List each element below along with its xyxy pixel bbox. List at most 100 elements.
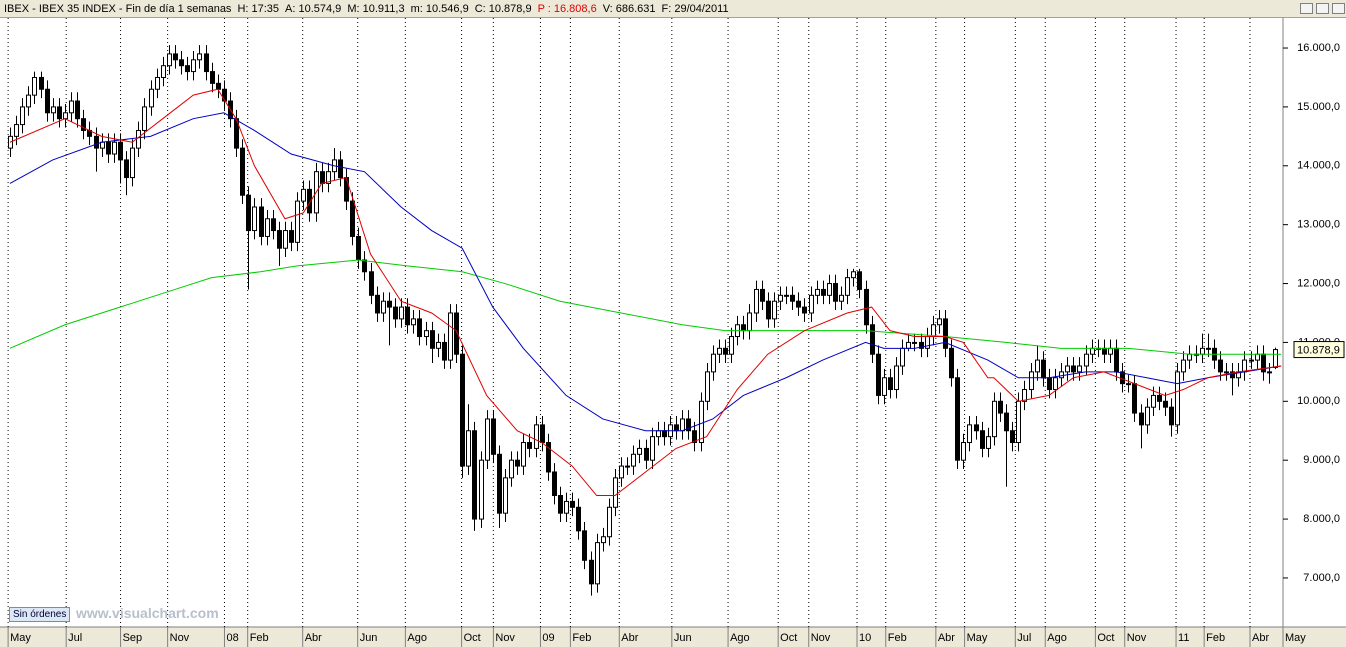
watermark: www.visualchart.com: [76, 605, 219, 621]
candle-body: [204, 53, 209, 73]
maximize-button[interactable]: [1316, 3, 1329, 14]
candle-body: [271, 218, 276, 232]
y-tick-label: 10.000,0: [1297, 395, 1340, 407]
candle-body: [546, 442, 551, 473]
candle-body: [191, 59, 196, 73]
x-tick-label: Nov: [811, 632, 831, 644]
close-button[interactable]: [1332, 3, 1345, 14]
candle-body: [142, 106, 147, 131]
last-price-box: [1293, 341, 1345, 359]
candle-body: [876, 353, 881, 396]
y-tick-label: 13.000,0: [1297, 219, 1340, 231]
candle-body: [1139, 412, 1144, 426]
candle-body: [1114, 347, 1119, 373]
header-field: V: 686.631: [602, 3, 656, 15]
candle-body: [980, 430, 985, 449]
candle-body: [442, 341, 447, 361]
candle-body: [167, 53, 172, 67]
candle-body: [430, 330, 435, 349]
x-tick-label: Nov: [1127, 632, 1147, 644]
candle-body: [534, 424, 539, 449]
candle-body: [521, 442, 526, 467]
y-tick-label: 7.000,0: [1303, 572, 1340, 584]
candle-body: [790, 294, 795, 302]
x-tick-label: Sep: [123, 632, 143, 644]
candle-body: [75, 100, 80, 120]
x-tick-label: Abr: [305, 632, 322, 644]
candle-body: [1175, 371, 1180, 426]
candle-body: [448, 312, 453, 361]
x-tick-label: Nov: [170, 632, 190, 644]
candle-body: [900, 347, 905, 367]
candle-body: [1163, 400, 1168, 408]
candle-body: [986, 436, 991, 449]
candle-body: [405, 306, 410, 326]
candle-body: [754, 288, 759, 314]
candle-body: [912, 341, 917, 344]
orders-button[interactable]: Sin órdenes: [9, 607, 71, 622]
candle-body: [772, 300, 777, 320]
candle-body: [974, 424, 979, 432]
candle-body: [301, 188, 306, 202]
candle-body: [711, 353, 716, 373]
candle-body: [955, 377, 960, 461]
candle-body: [381, 300, 386, 314]
candle-body: [949, 347, 954, 379]
y-tick-label: 14.000,0: [1297, 160, 1340, 172]
candle-body: [613, 477, 618, 508]
x-tick-label: 11: [1178, 632, 1189, 644]
x-tick-label: Feb: [1206, 632, 1225, 644]
candle-body: [503, 477, 508, 514]
candle-body: [411, 318, 416, 326]
x-tick-label: Jul: [1017, 632, 1031, 644]
x-tick-label: Feb: [572, 632, 591, 644]
candle-body: [124, 159, 129, 179]
candle-body: [81, 118, 86, 131]
candle-body: [289, 230, 294, 243]
candle-body: [130, 147, 135, 179]
candle-body: [1249, 359, 1254, 362]
y-tick-label: 15.000,0: [1297, 101, 1340, 113]
candle-body: [760, 288, 765, 302]
candle-body: [870, 324, 875, 355]
candle-body: [802, 306, 807, 314]
candle-body: [1010, 430, 1015, 444]
candle-body: [919, 341, 924, 349]
candle-body: [631, 453, 636, 467]
candle-body: [399, 306, 404, 320]
candle-body: [485, 418, 490, 461]
y-tick-label: 12.000,0: [1297, 277, 1340, 289]
x-tick-label: Oct: [464, 632, 481, 644]
candle-body: [796, 300, 801, 308]
candle-body: [839, 294, 844, 302]
candle-body: [1200, 347, 1205, 355]
candle-body: [815, 288, 820, 296]
y-tick-label: 9.000,0: [1303, 454, 1340, 466]
candle-body: [582, 530, 587, 561]
x-tick-label: Jun: [360, 632, 378, 644]
candle-body: [1035, 359, 1040, 373]
candle-body: [937, 318, 942, 326]
x-tick-label: Jun: [674, 632, 692, 644]
candle-body: [69, 100, 74, 114]
header-field: H: 17:35: [237, 3, 280, 15]
y-tick-label: 8.000,0: [1303, 513, 1340, 525]
candle-body: [656, 430, 661, 438]
candle-body: [1090, 347, 1095, 355]
candle-body: [173, 53, 178, 61]
candle-body: [998, 400, 1003, 414]
candle-body: [466, 430, 471, 467]
candle-body: [1102, 347, 1107, 355]
candle-body: [136, 129, 141, 149]
minimize-button[interactable]: [1300, 3, 1313, 14]
candle-body: [417, 318, 422, 338]
candle-body: [1004, 412, 1009, 432]
candle-body: [778, 294, 783, 302]
x-tick-label: 08: [226, 632, 238, 644]
candle-body: [356, 235, 361, 261]
x-tick-label: May: [967, 632, 988, 644]
candle-body: [607, 506, 612, 538]
candle-body: [326, 171, 331, 184]
